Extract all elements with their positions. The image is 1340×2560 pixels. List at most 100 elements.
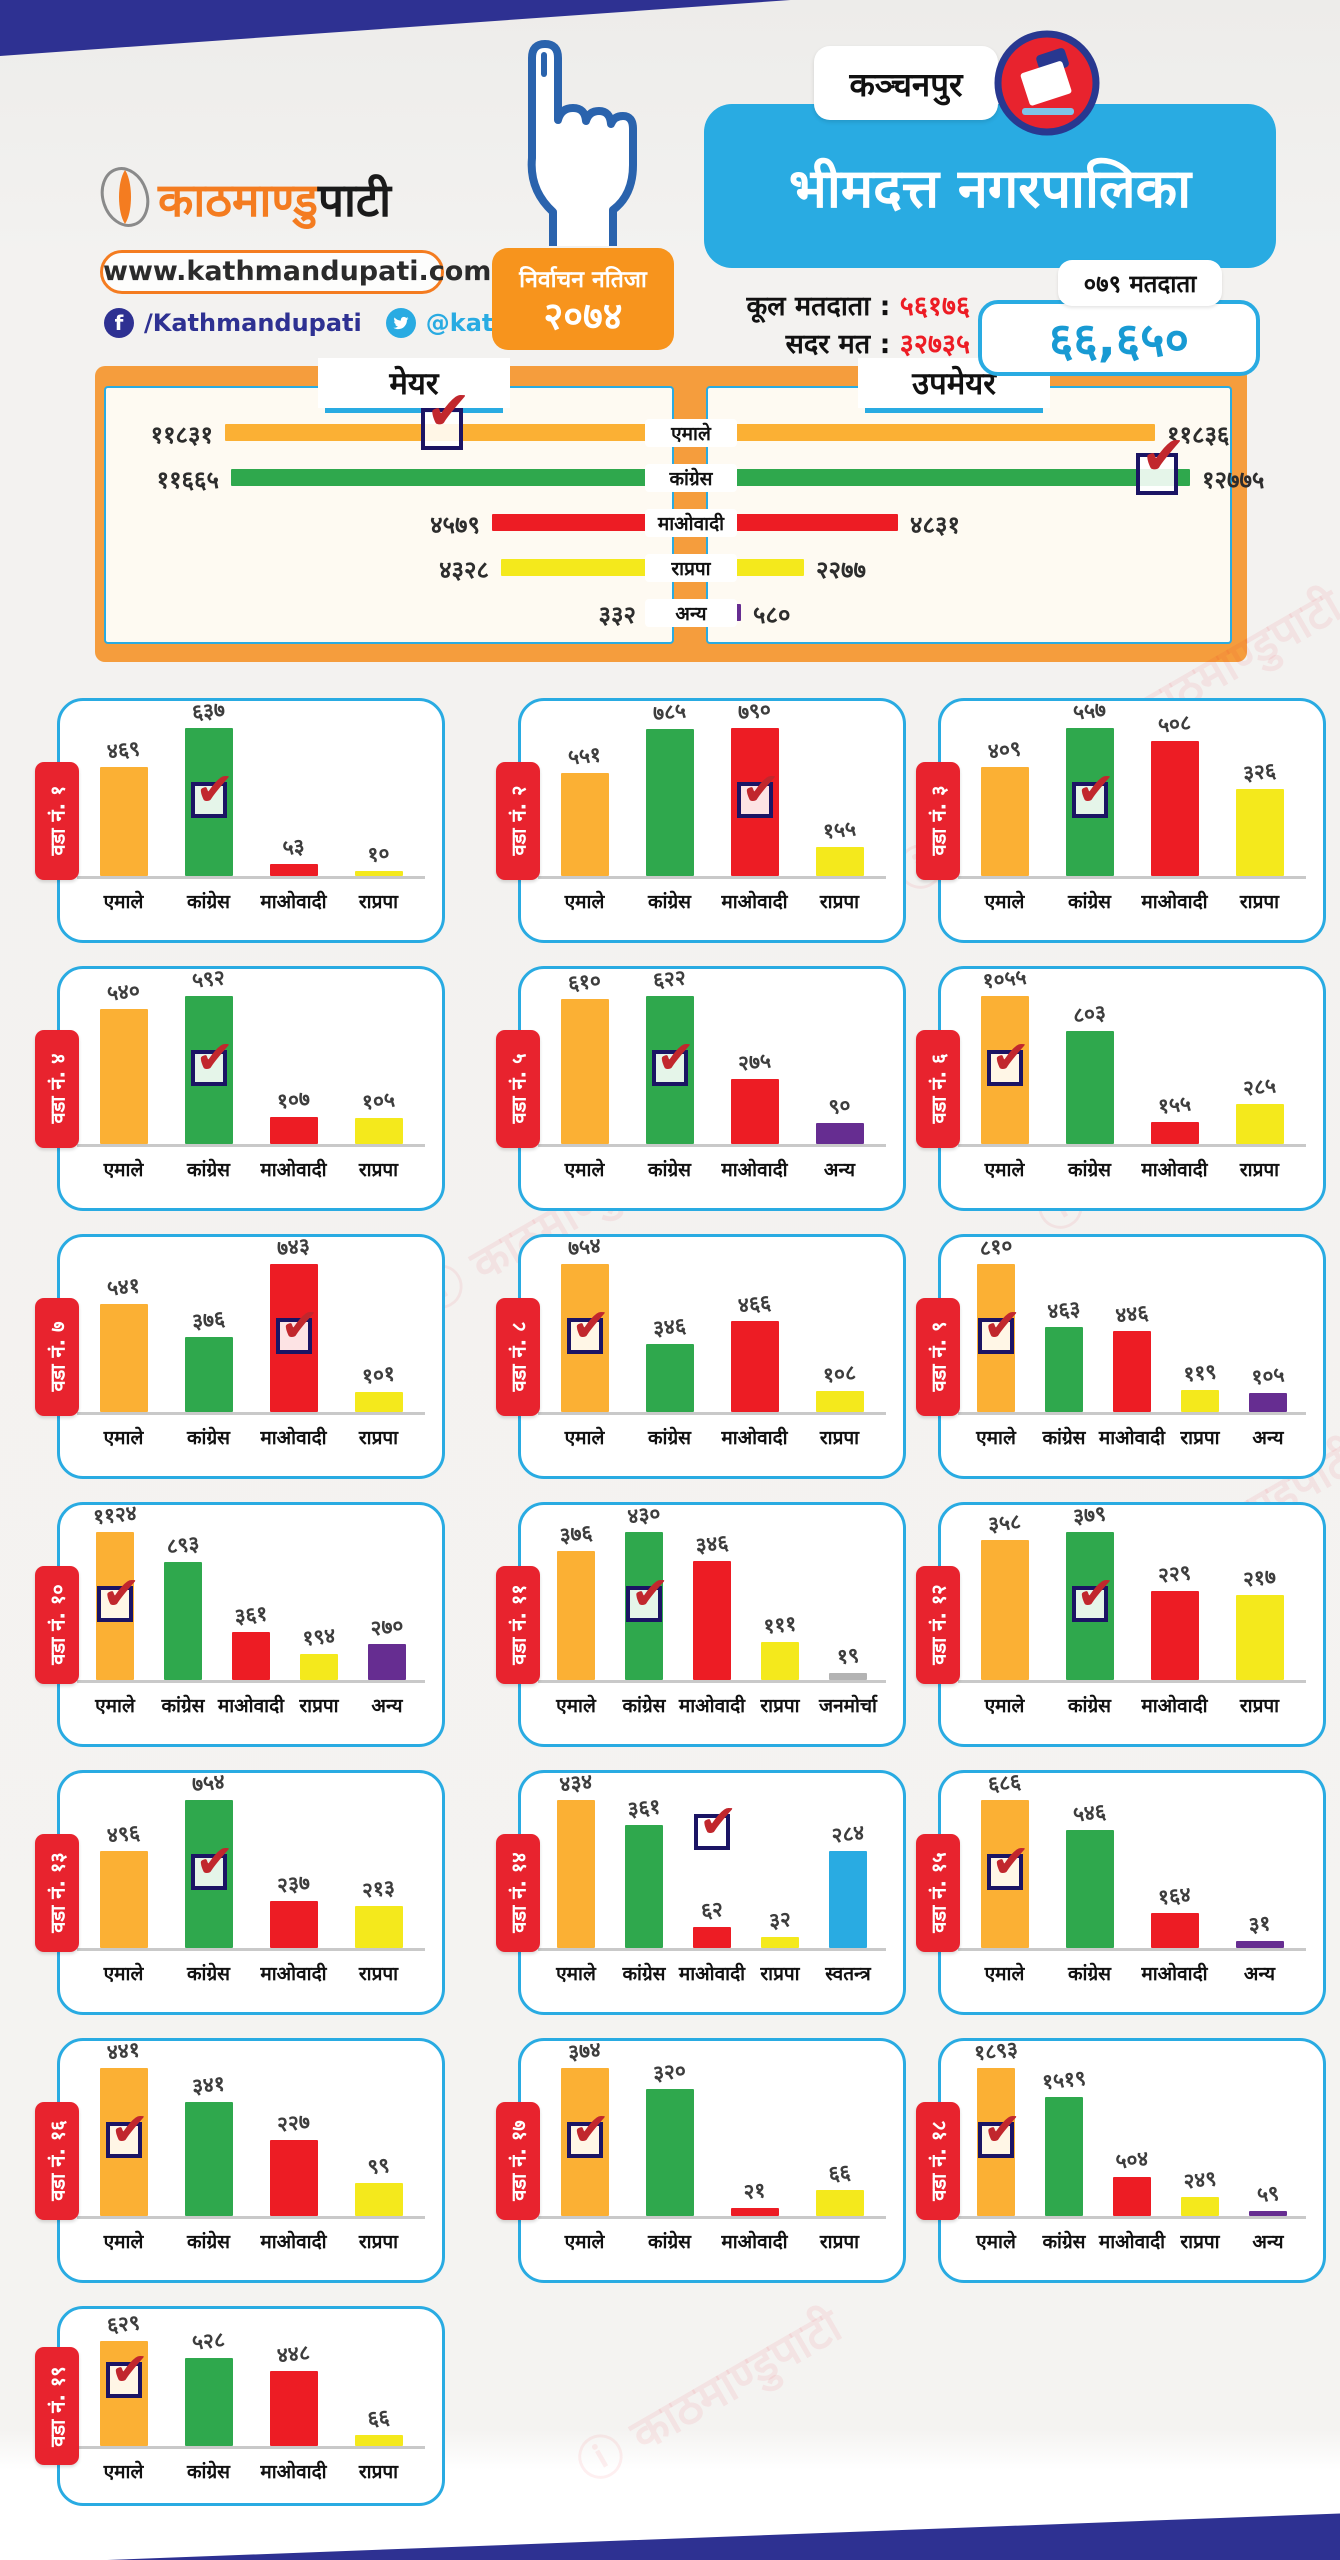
bar-माओवादी xyxy=(730,1321,779,1412)
bar-माओवादी xyxy=(269,2371,318,2446)
bar-label: कांग्रेस xyxy=(647,2231,692,2253)
ward-number-label: वडा नं. ९ xyxy=(926,1321,951,1392)
chart-baseline xyxy=(538,2216,886,2219)
municipality-title: भीमदत्त नगरपालिका xyxy=(704,104,1276,268)
chart-baseline xyxy=(77,1412,425,1415)
bar-label: कांग्रेस xyxy=(1067,1695,1112,1717)
ward-number-label: वडा नं. ७ xyxy=(45,1321,70,1392)
bar-label: माओवादी xyxy=(260,1427,327,1449)
bar-label: राप्रपा xyxy=(1239,1159,1280,1181)
total-voters-value: ५६१७६ xyxy=(899,291,970,322)
bar-label: कांग्रेस xyxy=(1067,1159,1112,1181)
ward-number-label: वडा नं. १५ xyxy=(926,1852,951,1933)
mayor-value: ४५७९ xyxy=(430,511,480,539)
bar-label: माओवादी xyxy=(1141,891,1208,913)
deputy-value: ५८० xyxy=(753,601,791,629)
bar-माओवादी xyxy=(269,1901,318,1948)
bar-label: माओवादी xyxy=(721,1159,788,1181)
ward-number-badge: वडा नं. १३ xyxy=(35,1833,79,1952)
bar-एमाले xyxy=(99,1851,148,1948)
winner-check-icon xyxy=(190,1838,234,1890)
deputy-value: २२७७ xyxy=(816,556,866,584)
ward-number-badge: वडा नं. १५ xyxy=(916,1833,960,1952)
ward-number-badge: वडा नं. १० xyxy=(35,1565,79,1684)
ward-number-label: वडा नं. १४ xyxy=(506,1852,531,1933)
ward-number-badge: वडा नं. ४ xyxy=(35,1029,79,1148)
bar-एमाले xyxy=(99,1304,148,1412)
chart-baseline xyxy=(77,1144,425,1147)
ward-panel-7 xyxy=(57,1234,445,1479)
winner-check-icon xyxy=(275,1302,319,1354)
bar-label: राप्रपा xyxy=(358,891,399,913)
bar-कांग्रेस xyxy=(1045,1327,1083,1412)
winner-check-icon xyxy=(978,1302,1022,1354)
ward-number-label: वडा नं. १९ xyxy=(45,2365,70,2447)
bar-label: स्वतन्त्र xyxy=(825,1963,871,1985)
bar-कांग्रेस xyxy=(625,1825,663,1948)
mayor-bar-कांग्रेस xyxy=(231,469,660,486)
bar-राप्रपा xyxy=(1235,1104,1284,1144)
bar-राप्रपा xyxy=(354,1392,403,1412)
bar-अन्य xyxy=(368,1644,406,1680)
bar-राप्रपा xyxy=(1235,1595,1284,1680)
party-label-एमाले: एमाले xyxy=(645,419,737,447)
bar-कांग्रेस xyxy=(1045,2097,1083,2216)
ward-number-badge: वडा नं. ५ xyxy=(496,1029,540,1148)
vote-stats: कूल मतदाता : ५६१७६ सदर मत : ३२७३५ xyxy=(660,288,971,364)
bar-माओवादी xyxy=(1113,2177,1151,2216)
bar-माओवादी xyxy=(269,2140,318,2216)
mayor-value: ११८३१ xyxy=(150,421,213,449)
badge-year: २०७४ xyxy=(543,294,623,338)
winner-check-icon xyxy=(694,1798,738,1850)
chart-baseline xyxy=(538,1948,886,1951)
bar-माओवादी xyxy=(269,864,318,876)
winner-check-icon xyxy=(986,1034,1030,1086)
bar-label: एमाले xyxy=(984,1159,1025,1181)
bar-label: कांग्रेस xyxy=(647,1427,692,1449)
mayor-bar-राप्रपा xyxy=(501,559,660,576)
bar-label: माओवादी xyxy=(1141,1963,1208,1985)
voters-079-label: ०७९ मतदाता xyxy=(1058,260,1222,306)
chart-baseline xyxy=(77,2216,425,2219)
bar-माओवादी xyxy=(1150,1913,1199,1948)
bar-माओवादी xyxy=(269,1117,318,1144)
bar-label: एमाले xyxy=(984,1695,1025,1717)
voting-hand-icon xyxy=(470,28,640,260)
ward-number-label: वडा नं. ८ xyxy=(506,1321,531,1392)
bar-label: कांग्रेस xyxy=(1067,891,1112,913)
bar-एमाले xyxy=(99,1009,148,1144)
bar-label: एमाले xyxy=(564,891,605,913)
deputy-bar-एमाले xyxy=(720,424,1155,441)
bar-माओवादी xyxy=(730,2208,779,2216)
ward-number-label: वडा नं. १० xyxy=(45,1584,70,1665)
bar-label: एमाले xyxy=(564,2231,605,2253)
chart-baseline xyxy=(538,1412,886,1415)
chart-baseline xyxy=(958,876,1306,879)
ward-number-label: वडा नं. १६ xyxy=(45,2120,70,2201)
bar-राप्रपा xyxy=(354,2435,403,2446)
deputy-value: ४८३१ xyxy=(910,511,960,539)
party-label-कांग्रेस: कांग्रेस xyxy=(645,464,737,492)
website-url: www.kathmandupati.com xyxy=(100,250,491,294)
bar-label: अन्य xyxy=(1252,2231,1284,2253)
brand-logo: काठमाण्डुपाटी xyxy=(100,166,391,232)
bar-label: एमाले xyxy=(564,1159,605,1181)
bar-label: माओवादी xyxy=(721,2231,788,2253)
twitter-icon xyxy=(385,308,416,338)
bar-label: अन्य xyxy=(823,1159,856,1181)
bar-कांग्रेस xyxy=(184,2102,233,2216)
bar-label: कांग्रेस xyxy=(1067,1963,1112,1985)
bar-label: कांग्रेस xyxy=(186,1159,231,1181)
ward-number-badge: वडा नं. ११ xyxy=(496,1565,540,1684)
winner-check-icon xyxy=(105,2346,149,2398)
bar-एमाले xyxy=(980,1540,1029,1680)
bar-label: राप्रपा xyxy=(299,1695,339,1717)
bar-एमाले xyxy=(557,1800,595,1948)
globe-icon xyxy=(100,166,150,232)
chart-baseline xyxy=(958,1680,1306,1683)
ward-number-badge: वडा नं. ६ xyxy=(916,1029,960,1148)
winner-check-icon xyxy=(986,1838,1030,1890)
bar-कांग्रेस xyxy=(164,1562,202,1680)
